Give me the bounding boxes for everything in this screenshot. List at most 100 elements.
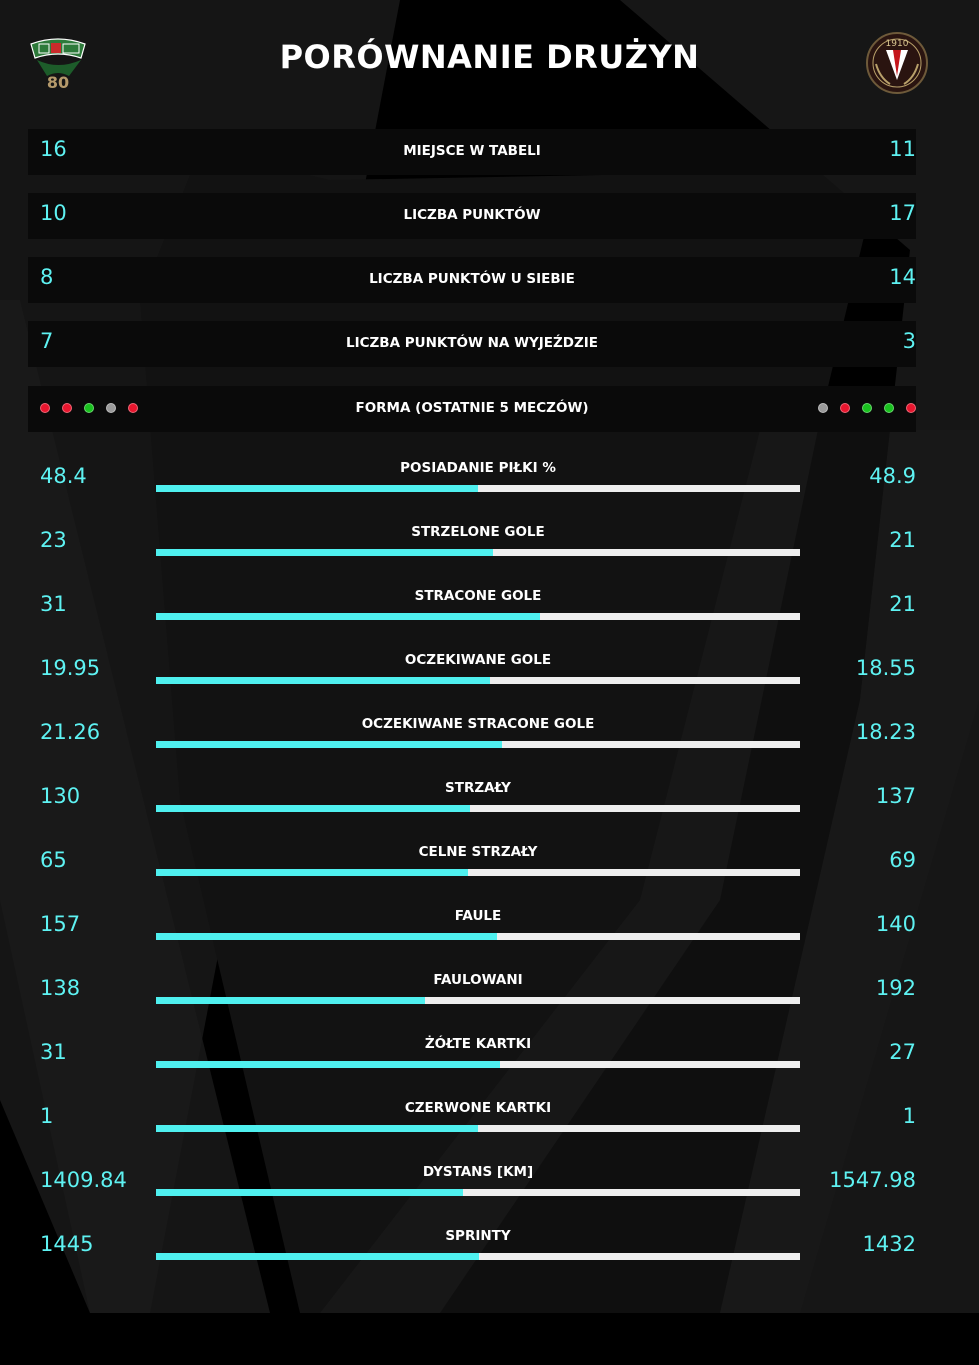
stat-label: LICZBA PUNKTÓW (403, 207, 541, 223)
comparison-bar (156, 677, 800, 684)
comparison-bar (156, 869, 800, 876)
comparison-row: 31 ŻÓŁTE KARTKI 27 (0, 1032, 979, 1096)
away-value: 21 (889, 592, 916, 616)
comparison-row: 157 FAULE 140 (0, 904, 979, 968)
stat-label: STRZELONE GOLE (411, 524, 545, 540)
summary-row: 10 LICZBA PUNKTÓW 17 (28, 193, 916, 239)
comparison-bar (156, 485, 800, 492)
home-value: 7 (40, 329, 54, 353)
home-value: 130 (40, 784, 81, 808)
home-form-win-dot (84, 403, 94, 413)
stat-label: ŻÓŁTE KARTKI (424, 1036, 532, 1052)
home-value: 8 (40, 265, 54, 289)
comparison-row: 130 STRZAŁY 137 (0, 776, 979, 840)
home-share-fill (156, 741, 503, 748)
svg-text:1910: 1910 (886, 39, 909, 49)
lechia-gdansk-crest-icon: 80 (30, 38, 86, 92)
home-share-fill (156, 1253, 480, 1260)
comparison-bar (156, 549, 800, 556)
home-value: 31 (40, 1040, 67, 1064)
home-team-crest: 80 (25, 30, 91, 96)
away-value: 48.9 (869, 464, 916, 488)
home-share-fill (156, 677, 490, 684)
home-value: 1 (40, 1104, 54, 1128)
comparison-row: 1 CZERWONE KARTKI 1 (0, 1096, 979, 1160)
summary-row: 8 LICZBA PUNKTÓW U SIEBIE 14 (28, 257, 916, 303)
away-value: 69 (889, 848, 916, 872)
form-row: FORMA (OSTATNIE 5 MECZÓW) (28, 386, 916, 432)
stat-label: CELNE STRZAŁY (418, 844, 538, 860)
home-value: 1445 (40, 1232, 94, 1256)
away-value: 1 (902, 1104, 916, 1128)
page-title: PORÓWNANIE DRUŻYN (279, 38, 700, 76)
away-form-win-dot (862, 403, 872, 413)
stat-label: LICZBA PUNKTÓW NA WYJEŹDZIE (345, 335, 599, 351)
comparison-row: 19.95 OCZEKIWANE GOLE 18.55 (0, 648, 979, 712)
widzew-lodz-crest-icon: 1910 (866, 32, 928, 94)
comparison-row: 31 STRACONE GOLE 21 (0, 584, 979, 648)
comparison-row: 21.26 OCZEKIWANE STRACONE GOLE 18.23 (0, 712, 979, 776)
comparison-bar (156, 1061, 800, 1068)
home-value: 23 (40, 528, 67, 552)
comparison-bar (156, 933, 800, 940)
stat-label: FAULOWANI (433, 972, 523, 988)
home-form-loss-dot (62, 403, 72, 413)
comparison-bar (156, 613, 800, 620)
away-value: 192 (875, 976, 916, 1000)
away-value: 1547.98 (829, 1168, 916, 1192)
home-value: 10 (40, 201, 67, 225)
stat-label: OCZEKIWANE STRACONE GOLE (361, 716, 595, 732)
away-form-loss-dot (840, 403, 850, 413)
home-value: 19.95 (40, 656, 101, 680)
home-form-loss-dot (128, 403, 138, 413)
comparison-bar (156, 741, 800, 748)
home-value: 65 (40, 848, 67, 872)
home-share-fill (156, 549, 493, 556)
home-form-dots (40, 403, 138, 413)
away-value: 17 (889, 201, 916, 225)
comparison-bar (156, 997, 800, 1004)
stat-label: DYSTANS [KM] (422, 1164, 534, 1180)
away-value: 14 (889, 265, 916, 289)
home-value: 31 (40, 592, 67, 616)
away-value: 3 (902, 329, 916, 353)
summary-row: 7 LICZBA PUNKTÓW NA WYJEŹDZIE 3 (28, 321, 916, 367)
home-share-fill (156, 933, 497, 940)
home-form-draw-dot (106, 403, 116, 413)
home-form-loss-dot (40, 403, 50, 413)
home-value: 1409.84 (40, 1168, 127, 1192)
stat-label: MIEJSCE W TABELI (403, 143, 541, 159)
comparison-row: 48.4 POSIADANIE PIŁKI % 48.9 (0, 456, 979, 520)
away-form-loss-dot (906, 403, 916, 413)
comparison-bar (156, 1253, 800, 1260)
away-value: 27 (889, 1040, 916, 1064)
away-value: 21 (889, 528, 916, 552)
home-share-fill (156, 485, 478, 492)
stat-label: LICZBA PUNKTÓW U SIEBIE (369, 271, 575, 287)
summary-row: 16 MIEJSCE W TABELI 11 (28, 129, 916, 175)
home-share-fill (156, 869, 469, 876)
comparison-row: 1445 SPRINTY 1432 (0, 1224, 979, 1288)
away-form-win-dot (884, 403, 894, 413)
home-share-fill (156, 997, 426, 1004)
home-value: 21.26 (40, 720, 101, 744)
stat-label: STRZAŁY (445, 780, 511, 796)
stat-label: SPRINTY (445, 1228, 511, 1244)
away-value: 140 (875, 912, 916, 936)
stat-label: CZERWONE KARTKI (404, 1100, 552, 1116)
home-share-fill (156, 1061, 500, 1068)
comparison-bar (156, 805, 800, 812)
home-share-fill (156, 613, 540, 620)
stat-label: FAULE (454, 908, 502, 924)
comparison-row: 23 STRZELONE GOLE 21 (0, 520, 979, 584)
form-label: FORMA (OSTATNIE 5 MECZÓW) (355, 400, 589, 416)
stat-label: OCZEKIWANE GOLE (404, 652, 552, 668)
home-value: 48.4 (40, 464, 87, 488)
comparison-row: 1409.84 DYSTANS [KM] 1547.98 (0, 1160, 979, 1224)
away-value: 18.23 (855, 720, 916, 744)
home-value: 157 (40, 912, 81, 936)
home-value: 138 (40, 976, 81, 1000)
away-value: 1432 (862, 1232, 916, 1256)
away-value: 18.55 (855, 656, 916, 680)
comparison-row: 65 CELNE STRZAŁY 69 (0, 840, 979, 904)
